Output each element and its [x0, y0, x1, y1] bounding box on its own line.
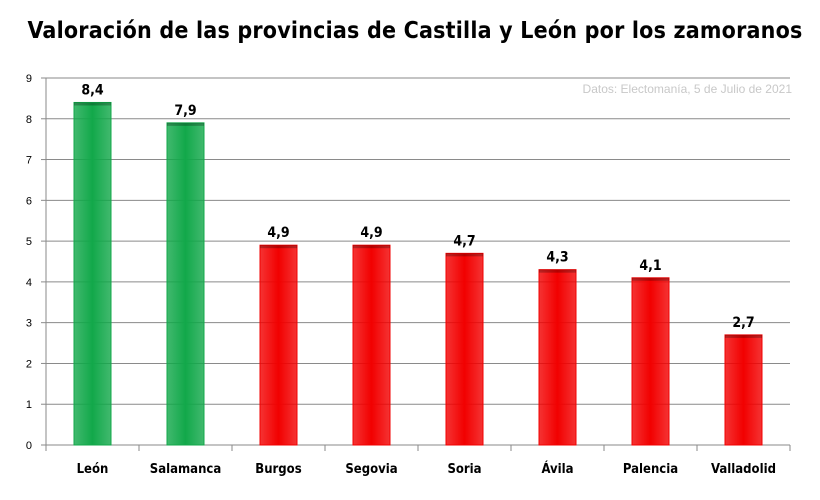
bar-burgos [259, 244, 298, 446]
chart-title: Valoración de las provincias de Castilla… [27, 18, 803, 44]
x-tick-label: Segovia [345, 462, 397, 477]
bar-top-bevel [167, 122, 204, 126]
data-label: 4,9 [360, 225, 382, 241]
y-tick-label: 9 [26, 73, 32, 85]
data-label: 4,9 [267, 225, 289, 241]
x-tick-label: Burgos [255, 462, 301, 477]
y-tick-label: 2 [26, 358, 32, 370]
data-label: 4,3 [546, 250, 568, 266]
y-tick-label: 3 [26, 318, 32, 330]
data-label: 2,7 [732, 315, 754, 331]
x-tick-label: Salamanca [150, 462, 221, 477]
data-label: 8,4 [81, 82, 104, 98]
bar-top-bevel [260, 245, 297, 249]
bar-top-bevel [74, 102, 111, 106]
x-tick-label: Palencia [623, 462, 678, 477]
x-tick-label: León [77, 462, 109, 477]
source-note: Datos: Electomanía, 5 de Julio de 2021 [582, 82, 792, 96]
data-label: 7,9 [174, 103, 196, 119]
y-tick-label: 4 [26, 277, 32, 289]
data-label: 4,1 [639, 258, 661, 274]
bar-top-bevel [539, 269, 576, 273]
bar-salamanca [166, 122, 205, 446]
bar-valladolid [724, 334, 763, 446]
x-tick-label: Valladolid [711, 462, 776, 477]
data-label: 4,7 [453, 233, 475, 249]
x-tick-label: Soria [447, 462, 481, 477]
bar-palencia [631, 277, 670, 446]
y-tick-label: 7 [26, 155, 32, 167]
bar-top-bevel [632, 277, 669, 281]
bar-top-bevel [725, 334, 762, 338]
bar-soria [445, 252, 484, 446]
bar-ávila [538, 269, 577, 446]
x-tick-label: Ávila [541, 461, 573, 477]
bar-león [73, 101, 112, 446]
y-tick-label: 5 [26, 236, 32, 248]
y-tick-label: 1 [26, 399, 32, 411]
y-tick-label: 8 [26, 114, 32, 126]
y-tick-label: 6 [26, 195, 32, 207]
bar-segovia [352, 244, 391, 446]
bar-top-bevel [353, 245, 390, 249]
y-tick-label: 0 [26, 440, 32, 452]
bar-top-bevel [446, 253, 483, 257]
